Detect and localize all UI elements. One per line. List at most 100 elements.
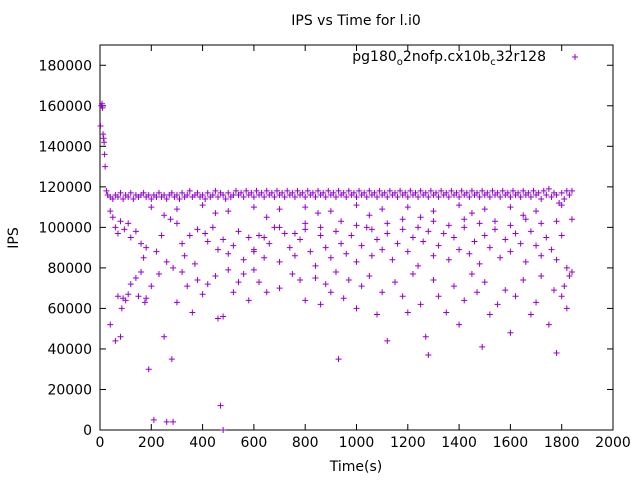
plot-frame xyxy=(99,44,614,431)
data-point xyxy=(456,202,463,209)
data-point xyxy=(261,193,268,200)
data-point xyxy=(163,196,170,202)
data-point xyxy=(435,293,442,300)
data-point xyxy=(176,196,183,202)
data-point xyxy=(468,210,475,217)
data-point xyxy=(368,252,375,259)
data-point xyxy=(497,254,504,261)
data-point xyxy=(568,216,575,223)
data-point xyxy=(202,196,209,202)
data-point xyxy=(99,100,106,107)
y-tick-label: 40000 xyxy=(47,342,92,358)
data-point xyxy=(289,270,296,277)
data-point xyxy=(153,248,160,255)
data-point xyxy=(148,283,155,290)
data-point xyxy=(445,222,452,229)
data-point xyxy=(286,244,293,251)
data-point xyxy=(184,191,191,198)
legend-text: pg180 xyxy=(352,49,397,65)
data-point xyxy=(225,266,232,273)
data-point xyxy=(302,226,309,233)
data-point xyxy=(458,187,465,194)
data-point xyxy=(394,193,401,200)
data-point xyxy=(494,301,501,308)
data-point xyxy=(235,279,242,286)
legend-text: 32r128 xyxy=(496,49,546,65)
data-point xyxy=(345,277,352,284)
y-tick-label: 140000 xyxy=(39,139,92,155)
data-point xyxy=(125,193,132,200)
data-point xyxy=(181,252,188,259)
y-tick-label: 120000 xyxy=(39,180,92,196)
data-point xyxy=(520,187,527,194)
data-point xyxy=(527,228,534,235)
data-point xyxy=(204,189,211,196)
data-point xyxy=(230,289,237,296)
data-point xyxy=(138,240,145,247)
data-point xyxy=(315,210,322,217)
x-tick-label: 0 xyxy=(96,435,105,451)
data-point xyxy=(276,258,283,265)
data-point xyxy=(261,234,268,241)
data-point xyxy=(261,254,268,261)
data-point xyxy=(545,321,552,328)
data-point xyxy=(325,187,332,194)
data-point xyxy=(558,202,565,209)
data-point xyxy=(173,220,180,227)
data-point xyxy=(391,279,398,286)
data-point xyxy=(481,206,488,213)
data-point xyxy=(153,193,160,200)
data-point xyxy=(317,301,324,308)
data-point xyxy=(520,212,527,219)
y-tick-label: 60000 xyxy=(47,301,92,317)
data-point xyxy=(225,208,232,215)
data-point xyxy=(112,224,119,231)
data-point xyxy=(284,187,291,194)
data-point xyxy=(291,230,298,237)
data-point xyxy=(250,204,257,211)
data-point xyxy=(361,189,368,196)
data-point xyxy=(212,187,219,194)
data-point xyxy=(312,262,319,269)
data-point xyxy=(184,283,191,290)
data-point xyxy=(481,279,488,286)
data-point xyxy=(145,191,152,198)
data-point xyxy=(132,228,139,235)
data-point xyxy=(225,250,232,257)
data-point xyxy=(368,226,375,233)
data-point xyxy=(163,258,170,265)
data-point xyxy=(155,189,162,196)
data-point xyxy=(366,273,373,279)
data-point xyxy=(543,234,550,241)
data-point xyxy=(525,189,532,196)
data-point xyxy=(427,187,434,194)
y-axis-label: IPS xyxy=(6,227,22,249)
data-point xyxy=(517,240,524,247)
data-point xyxy=(558,189,565,196)
data-point xyxy=(461,216,468,223)
data-point xyxy=(276,285,283,292)
data-point xyxy=(256,232,263,239)
data-point xyxy=(394,240,401,247)
data-point xyxy=(332,193,339,200)
data-point xyxy=(338,218,345,225)
data-point xyxy=(553,350,560,356)
data-point xyxy=(350,189,357,196)
data-point xyxy=(435,193,442,200)
data-point xyxy=(340,189,347,196)
data-point xyxy=(527,311,534,318)
data-point xyxy=(415,262,422,269)
data-point xyxy=(245,297,252,304)
data-point xyxy=(345,187,352,194)
data-point xyxy=(551,287,558,294)
data-point xyxy=(240,270,247,277)
data-point xyxy=(415,193,422,200)
data-point xyxy=(363,193,370,200)
data-point xyxy=(540,187,547,194)
data-point xyxy=(302,220,309,227)
y-tick-label: 180000 xyxy=(39,58,92,74)
data-point xyxy=(533,242,540,249)
data-point xyxy=(217,402,224,409)
data-point xyxy=(112,337,119,344)
data-point xyxy=(548,246,555,253)
